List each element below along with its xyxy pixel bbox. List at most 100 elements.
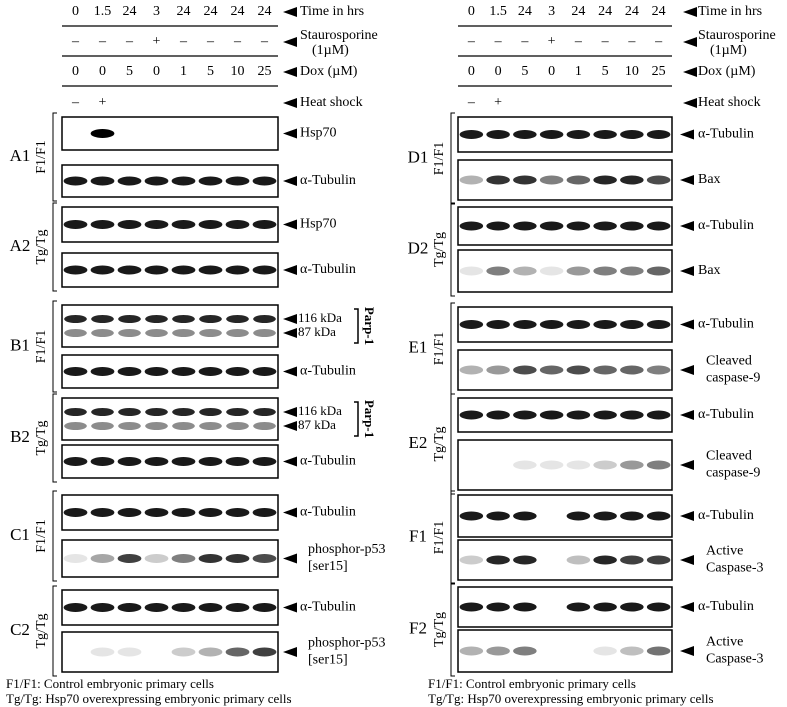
- band: [646, 365, 671, 375]
- band: [539, 320, 564, 329]
- band: [144, 367, 169, 376]
- band: [172, 329, 195, 337]
- band: [593, 266, 617, 276]
- blot-label: α-Tubulin: [300, 505, 356, 520]
- band: [593, 646, 617, 656]
- header-cell: –: [233, 34, 242, 49]
- band: [90, 176, 115, 186]
- band: [118, 408, 141, 416]
- blot-label: Caspase-3: [706, 561, 764, 576]
- header-cell: –: [654, 34, 663, 49]
- band: [252, 554, 277, 563]
- band: [459, 511, 484, 521]
- band: [459, 365, 484, 375]
- header-cell: 24: [571, 4, 585, 19]
- panel-letter: A1: [10, 146, 31, 165]
- arrow-head: [683, 7, 697, 17]
- band: [459, 602, 484, 612]
- band: [91, 329, 114, 337]
- band: [117, 265, 142, 275]
- arrow-head: [680, 602, 694, 612]
- band-label: 116 kDa: [298, 310, 342, 325]
- band: [198, 508, 223, 517]
- band: [486, 410, 510, 420]
- header-cell: –: [260, 34, 269, 49]
- band: [566, 130, 591, 139]
- band: [171, 554, 196, 563]
- band: [486, 602, 510, 612]
- band: [64, 408, 87, 416]
- band: [459, 130, 484, 139]
- header-cell: –: [125, 34, 134, 49]
- header-cell: 5: [207, 64, 214, 79]
- band: [646, 460, 671, 470]
- blot-label: Bax: [698, 172, 721, 187]
- band: [144, 508, 169, 517]
- band: [145, 329, 168, 337]
- band: [539, 130, 564, 139]
- header-sublabel: (1µM): [312, 43, 349, 58]
- arrow-head: [283, 507, 297, 518]
- blot-label: α-Tubulin: [698, 599, 754, 614]
- band: [226, 408, 249, 416]
- band: [513, 221, 537, 231]
- band: [63, 603, 88, 612]
- panel-letter: F2: [409, 618, 427, 637]
- band: [90, 603, 115, 612]
- band: [593, 365, 617, 375]
- header-cell: 10: [625, 64, 639, 79]
- genotype-label: Tg/Tg: [432, 232, 447, 267]
- header-cell: –: [71, 95, 80, 110]
- header-cell: –: [71, 34, 80, 49]
- blot-label: Caspase-3: [706, 652, 764, 667]
- band: [252, 176, 277, 186]
- blot-label: Bax: [698, 263, 721, 278]
- band: [593, 221, 617, 231]
- genotype-label: F1/F1: [34, 140, 49, 173]
- band: [226, 329, 249, 337]
- band: [459, 221, 484, 231]
- band: [253, 315, 276, 323]
- band: [486, 221, 510, 231]
- band: [64, 422, 87, 430]
- band: [145, 315, 168, 323]
- band: [646, 320, 671, 329]
- band: [118, 422, 141, 430]
- header-cell: 1.5: [489, 4, 507, 19]
- band: [252, 265, 277, 275]
- band: [171, 508, 196, 517]
- band: [620, 410, 644, 420]
- band: [253, 408, 276, 416]
- band: [91, 408, 114, 416]
- band: [253, 329, 276, 337]
- header-cell: 24: [204, 4, 218, 19]
- band: [459, 175, 484, 185]
- arrow-head: [283, 98, 297, 108]
- band: [486, 511, 510, 521]
- header-cell: 24: [518, 4, 532, 19]
- band: [566, 175, 591, 185]
- band: [90, 265, 115, 275]
- header-cell: –: [494, 34, 503, 49]
- blot-label: α-Tubulin: [300, 173, 356, 188]
- band: [566, 555, 591, 565]
- band: [90, 129, 115, 138]
- arrow-head: [680, 555, 694, 565]
- header-cell: 3: [548, 4, 555, 19]
- band: [539, 266, 564, 276]
- panel-letter: D2: [408, 238, 429, 257]
- header-cell: 24: [258, 4, 272, 19]
- genotype-label: Tg/Tg: [432, 427, 447, 462]
- band: [252, 367, 277, 376]
- header-cell: –: [206, 34, 215, 49]
- blot-label: α-Tubulin: [300, 364, 356, 379]
- header-label: Staurosporine: [698, 28, 776, 43]
- band: [198, 265, 223, 275]
- arrow-head: [283, 421, 297, 431]
- blot-label: α-Tubulin: [300, 262, 356, 277]
- band: [566, 266, 591, 276]
- header-cell: 24: [652, 4, 666, 19]
- band: [172, 422, 195, 430]
- panel-letter: D1: [408, 147, 429, 166]
- band: [90, 647, 115, 657]
